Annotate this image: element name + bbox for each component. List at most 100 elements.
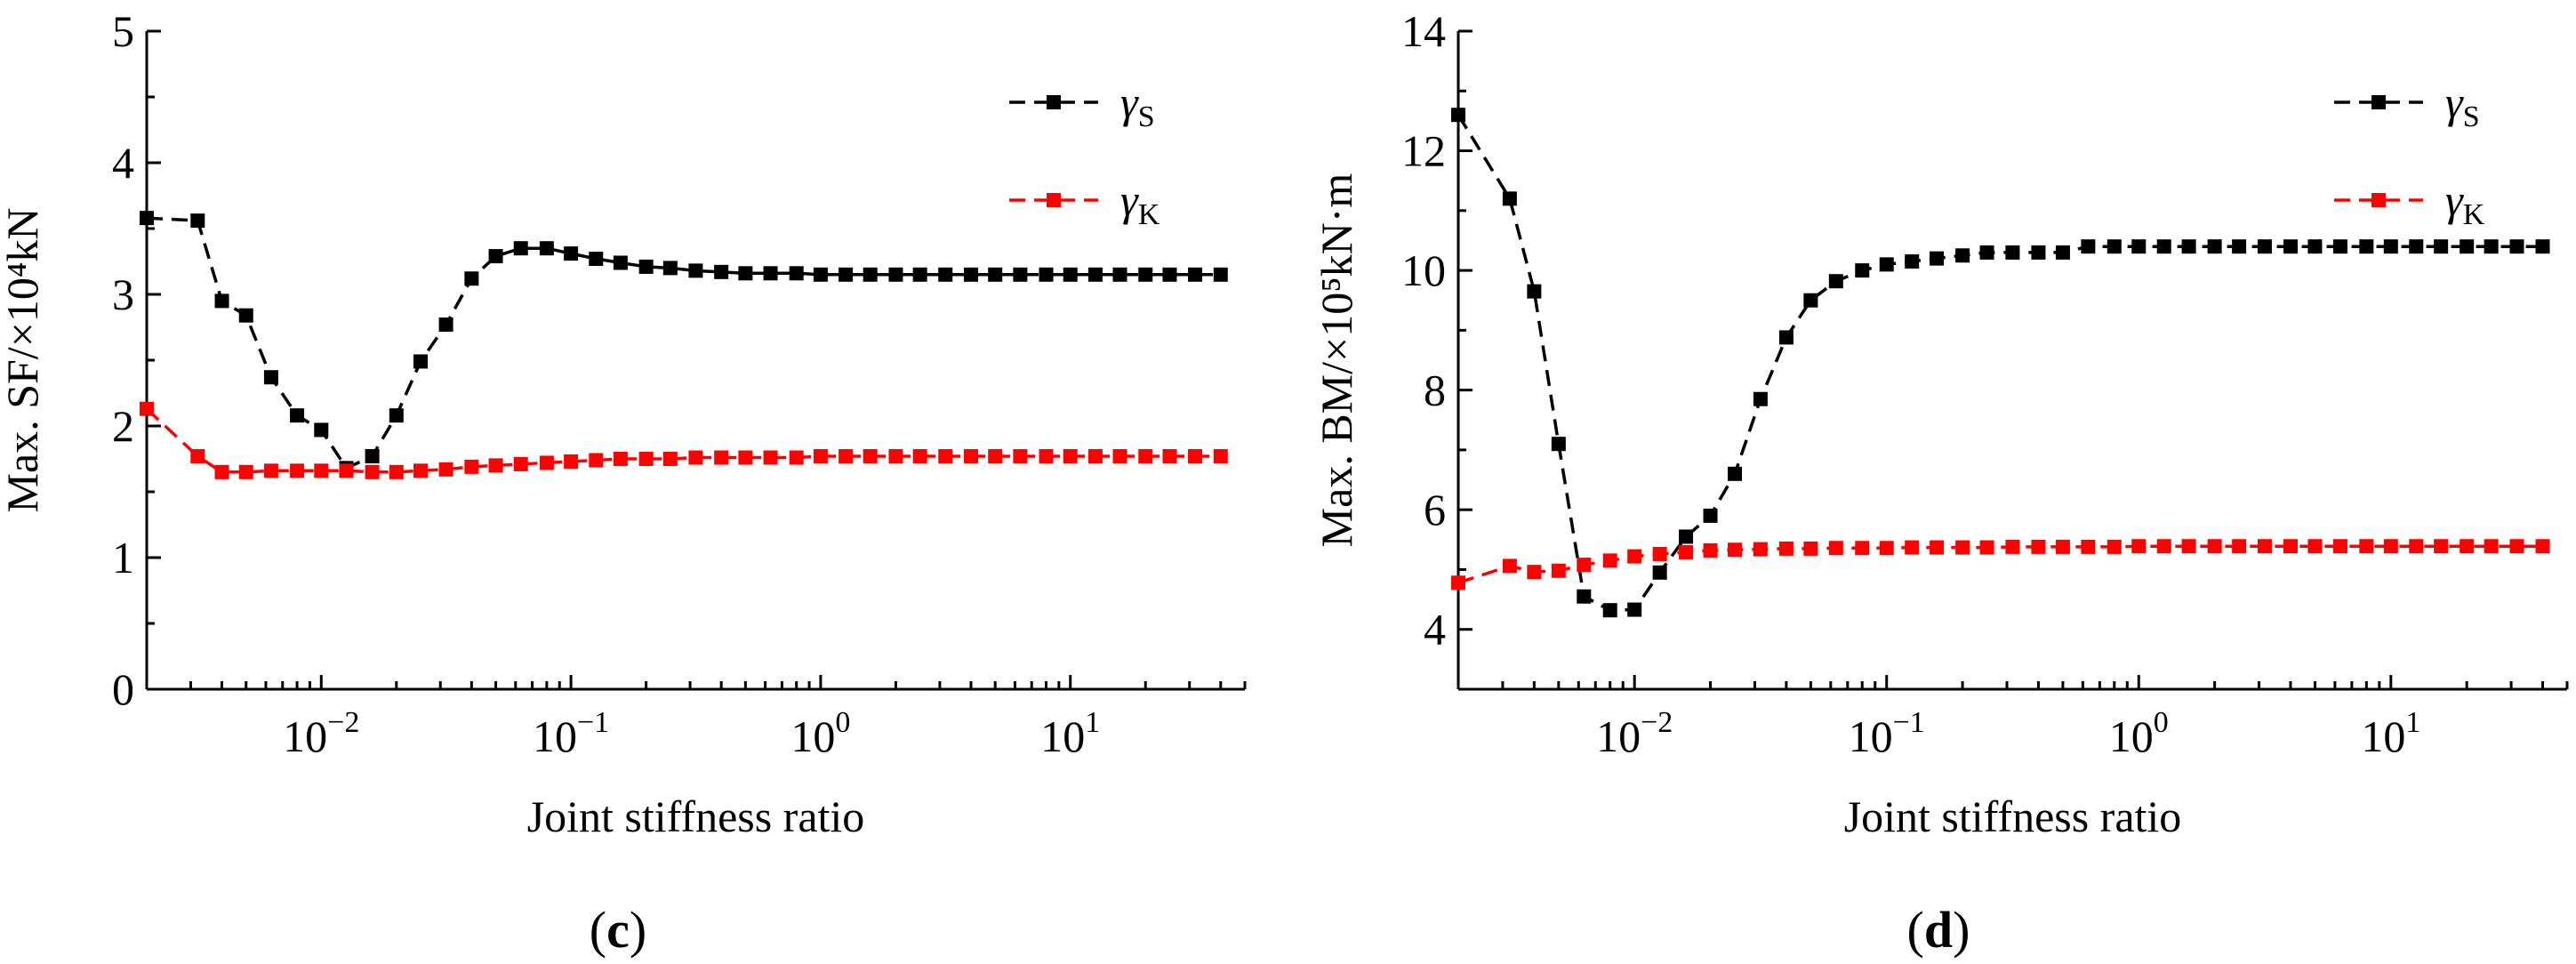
data-point-gamma-k [413,463,429,478]
data-point-gamma-k [2031,539,2046,554]
y-axis-title: Max. BM/×10⁵kN·m [1312,173,1361,548]
data-point-gamma-k [1778,541,1794,556]
data-point-gamma-k [1039,449,1054,464]
y-tick-label: 4 [112,138,134,188]
data-point-gamma-k [1527,565,1542,580]
data-point-gamma-s [1728,466,1743,481]
data-point-gamma-s [1828,274,1843,289]
data-point-gamma-s [438,317,453,333]
data-point-gamma-s [1905,254,1920,269]
data-point-gamma-s [2107,239,2122,254]
panel-label-d: (d) [1907,901,1970,959]
data-point-gamma-s [1138,267,1153,282]
data-point-gamma-s [1451,108,1465,123]
data-point-gamma-k [1930,540,1945,555]
data-point-gamma-s [2484,239,2499,254]
data-point-gamma-s [513,241,528,256]
data-point-gamma-s [389,408,404,423]
data-point-gamma-k [2156,539,2171,554]
data-point-gamma-k [1879,541,1894,556]
data-point-gamma-s [2434,239,2449,254]
data-point-gamma-s [2409,239,2424,254]
data-point-gamma-k [2332,539,2347,554]
data-point-gamma-s [1502,191,1517,206]
x-tick-label: 101 [1040,706,1100,761]
data-point-gamma-s [688,263,703,278]
series-line-gamma-s [146,216,1221,470]
data-point-gamma-k [389,464,404,479]
data-point-gamma-s [1753,391,1768,406]
legend-label-gamma-k: γK [1120,175,1160,231]
data-point-gamma-k [2409,539,2424,554]
data-point-gamma-s [1039,267,1054,282]
data-point-gamma-s [2383,239,2398,254]
data-point-gamma-s [539,241,554,256]
data-point-gamma-k [1577,558,1592,573]
x-tick-label: 10−1 [533,706,609,761]
data-point-gamma-s [2005,245,2020,260]
data-point-gamma-k [1803,541,1818,556]
data-point-gamma-k [888,449,903,464]
data-point-gamma-k [365,464,380,479]
data-point-gamma-k [1855,541,1870,556]
data-point-gamma-s [1527,284,1542,299]
data-point-gamma-k [1162,449,1177,464]
data-point-gamma-s [763,266,778,281]
data-point-gamma-s [1703,508,1718,523]
data-point-gamma-k [1138,449,1153,464]
data-point-gamma-k [589,453,604,468]
series-line-gamma-s [1457,114,2543,612]
data-point-gamma-k [688,450,703,465]
y-tick-label: 2 [112,401,134,451]
data-point-gamma-s [290,408,305,423]
data-point-gamma-k [1063,449,1078,464]
data-point-gamma-k [2005,539,2020,554]
data-point-gamma-k [2434,539,2449,554]
data-point-gamma-k [839,449,854,464]
data-point-gamma-s [190,213,205,229]
data-point-gamma-k [464,459,479,474]
data-point-gamma-k [1753,542,1768,557]
data-point-gamma-s [2131,239,2147,254]
data-point-gamma-s [613,255,628,270]
data-point-gamma-k [938,449,953,464]
data-point-gamma-k [662,452,678,466]
data-point-gamma-k [2207,539,2222,554]
data-point-gamma-k [1728,542,1743,558]
data-point-gamma-k [2460,539,2475,554]
data-point-gamma-s [813,267,828,282]
data-point-gamma-k [1979,540,1994,555]
data-point-gamma-k [339,463,354,478]
data-point-gamma-s [1778,330,1794,345]
data-point-gamma-k [564,454,579,469]
data-point-gamma-k [1013,449,1028,464]
data-point-gamma-k [238,464,253,479]
data-point-gamma-s [863,267,878,282]
data-point-gamma-k [988,449,1003,464]
data-point-gamma-s [1577,589,1592,604]
data-point-gamma-s [2307,239,2323,254]
data-point-gamma-k [2081,539,2096,554]
data-point-gamma-s [963,267,978,282]
data-point-gamma-k [714,450,729,465]
data-point-gamma-k [1905,540,1920,555]
legend-label-gamma-s: γS [2445,77,2480,133]
data-point-gamma-k [1679,544,1694,559]
legend-label-gamma-s: γS [1120,77,1155,133]
y-tick-label: 10 [1401,245,1446,295]
data-point-gamma-s [1855,263,1870,278]
data-point-gamma-s [789,266,804,281]
data-point-gamma-k [763,450,778,465]
data-point-gamma-s [1162,267,1177,282]
y-tick-label: 6 [1424,485,1446,534]
data-point-gamma-s [2332,239,2347,254]
x-tick-label: 10−1 [1849,706,1925,761]
data-point-gamma-k [2509,539,2524,554]
data-point-gamma-k [2232,539,2247,554]
data-point-gamma-k [190,449,205,464]
y-tick-label: 5 [112,6,134,56]
data-point-gamma-s [365,449,380,464]
data-point-gamma-s [140,211,154,226]
data-point-gamma-k [513,456,528,471]
data-point-gamma-s [564,246,579,261]
